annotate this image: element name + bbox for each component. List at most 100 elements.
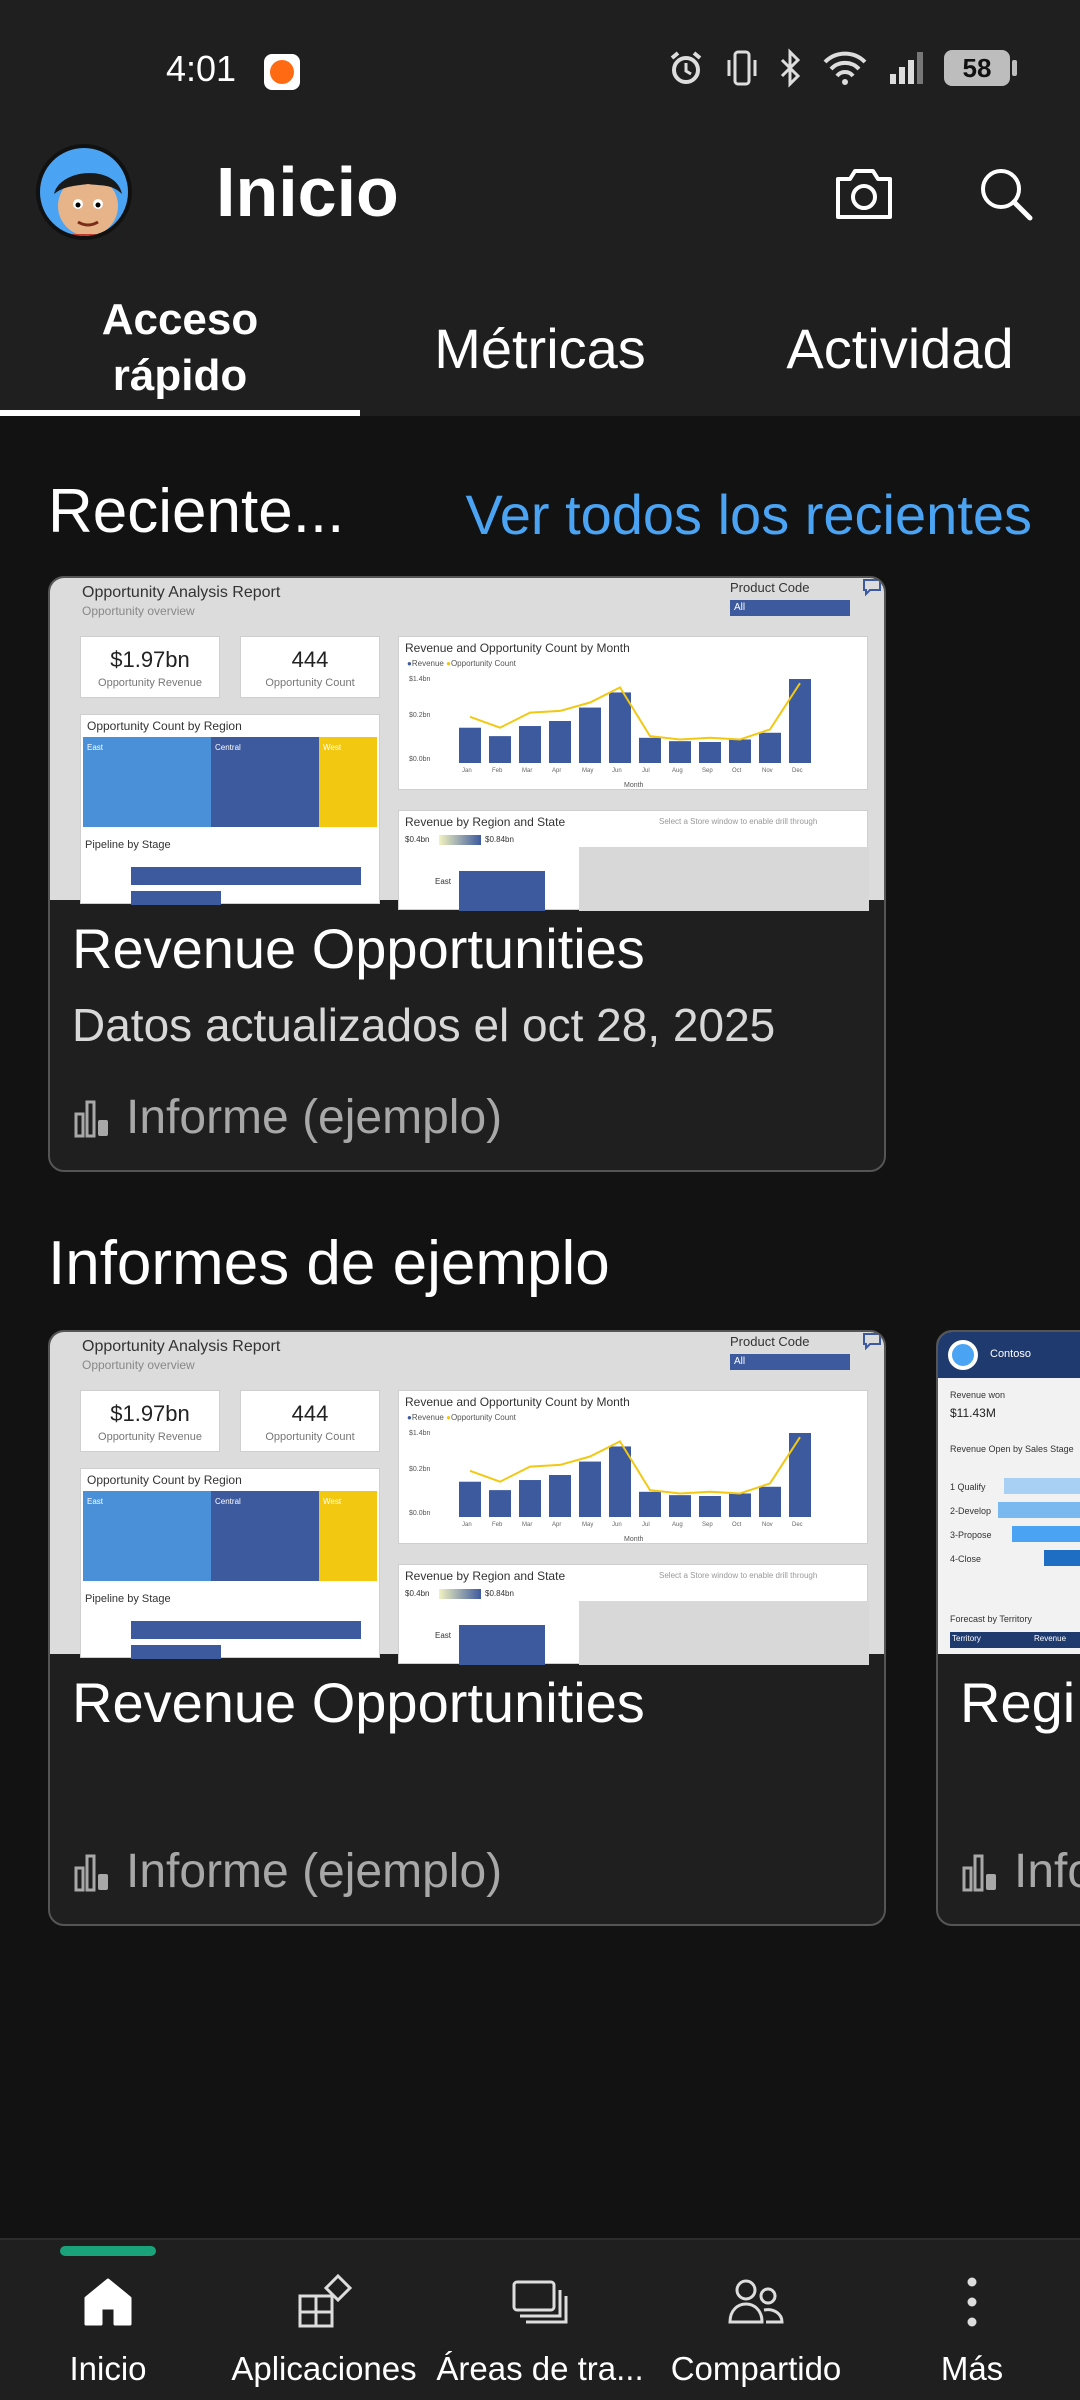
region-label: East <box>87 1497 104 1506</box>
col-header: Territory <box>952 1634 981 1643</box>
pipeline-bar <box>131 891 221 905</box>
month-chart: $1.4bn $0.2bn $0.0bn Jan Feb Mar Apr May Jun Jul A… <box>409 676 811 789</box>
month-bar <box>519 726 541 763</box>
revenue-won-value: $11.43M <box>950 1406 996 1420</box>
month-bar <box>459 1481 481 1517</box>
app-header: Inicio <box>0 140 1080 280</box>
state-bar <box>459 871 545 911</box>
sample-report-card[interactable]: Opportunity Analysis Report Opportunity … <box>48 1330 886 1926</box>
card-type: Info <box>960 1844 1080 1899</box>
notification-app-icon <box>264 54 300 90</box>
month-tick-label: Aug <box>672 768 683 774</box>
avatar-image <box>40 148 128 236</box>
stage-label: 4-Close <box>950 1554 982 1564</box>
workspaces-icon <box>512 2280 568 2324</box>
month-tick-label: Jan <box>462 1522 472 1528</box>
state-range: $0.84bn <box>485 1589 514 1598</box>
forecast-label: Forecast by Territory <box>950 1614 1032 1624</box>
region-block: Central <box>211 1491 319 1581</box>
map <box>579 847 869 911</box>
region-block: East <box>83 1491 211 1581</box>
card-type-label: Informe (ejemplo) <box>126 1091 503 1144</box>
month-tick-label: Jul <box>642 1522 650 1528</box>
thumb-product-code-label: Product Code <box>730 1334 810 1349</box>
sample-report-card-partial[interactable]: Contoso Revenue won $11.43M Revenue Open… <box>936 1330 1080 1926</box>
stage-bar <box>1044 1550 1080 1566</box>
search-button[interactable] <box>970 158 1042 230</box>
month-bar <box>579 707 601 763</box>
month-tick-label: Dec <box>792 768 803 774</box>
region-block: Central <box>211 737 319 827</box>
nav-home[interactable]: Inicio <box>0 2240 216 2400</box>
see-all-recents-link[interactable]: Ver todos los recientes <box>465 483 1032 546</box>
vibrate-icon <box>727 50 757 86</box>
recent-report-card[interactable]: Opportunity Analysis Report Opportunity … <box>48 576 886 1172</box>
brand: Contoso <box>990 1348 1031 1360</box>
report-icon <box>962 1854 996 1891</box>
nav-shared[interactable]: Compartido <box>648 2240 864 2400</box>
signal-icon <box>890 52 923 84</box>
legend-label: Revenue <box>411 1413 444 1422</box>
tab-quick-access[interactable]: Acceso rápido <box>0 280 360 416</box>
thumb-product-code-select: All <box>730 1354 850 1370</box>
bluetooth-icon <box>780 48 801 88</box>
panel-title: Pipeline by Stage <box>85 839 171 851</box>
thumb-region-panel: Opportunity Count by Region East Central… <box>80 714 380 905</box>
stage-label: 1 Qualify <box>950 1482 986 1492</box>
panel-title: Revenue by Region and State <box>405 815 566 829</box>
report-icon <box>74 1100 108 1137</box>
revenue-won-label: Revenue won <box>950 1390 1006 1400</box>
avatar[interactable] <box>36 144 132 240</box>
month-tick-label: Sep <box>702 768 713 774</box>
month-bar <box>579 1461 601 1517</box>
month-bar <box>639 1491 661 1517</box>
panel-legend: ●Revenue ●Opportunity Count <box>407 659 516 668</box>
state-range: $0.4bn <box>405 1589 430 1598</box>
month-tick-label: May <box>582 1522 593 1528</box>
page-title: Inicio <box>216 153 399 231</box>
month-tick-label: Feb <box>492 768 503 774</box>
month-tick-label: Nov <box>762 1522 773 1528</box>
bottom-navigation: Inicio Aplicaciones Áreas de tra... Comp… <box>0 2238 1080 2400</box>
month-bar <box>669 1495 691 1517</box>
nav-active-indicator <box>60 2246 156 2256</box>
month-tick-label: Mar <box>522 768 532 774</box>
wifi-icon <box>823 51 867 85</box>
kpi-label: Opportunity Revenue <box>98 1431 202 1443</box>
month-tick-label: Nov <box>762 768 773 774</box>
status-icons: 58 <box>666 46 1017 90</box>
nav-workspaces[interactable]: Áreas de tra... <box>432 2240 648 2400</box>
tab-metrics[interactable]: Métricas <box>434 316 646 380</box>
month-tick-label: Jun <box>612 768 622 774</box>
stage-bar <box>998 1502 1080 1518</box>
month-bar <box>699 1496 721 1517</box>
y-tick-label: $0.0bn <box>409 1510 431 1517</box>
month-tick-label: Oct <box>732 768 742 774</box>
panel-legend: ●Revenue ●Opportunity Count <box>407 1413 516 1422</box>
pipeline-bar <box>131 1645 221 1659</box>
month-tick-label: May <box>582 768 593 774</box>
nav-apps[interactable]: Aplicaciones <box>216 2240 432 2400</box>
stage-bar <box>1004 1478 1080 1494</box>
y-tick-label: $1.4bn <box>409 1430 431 1437</box>
nav-more[interactable]: Más <box>864 2240 1080 2400</box>
contoso-logo-icon <box>948 1340 978 1370</box>
thumb-kpi: 444 Opportunity Count <box>240 636 380 698</box>
camera-button[interactable] <box>828 158 900 230</box>
status-time: 4:01 <box>166 48 237 89</box>
card-subtitle: Datos actualizados el oct 28, 2025 <box>72 999 776 1051</box>
nav-label: Aplicaciones <box>231 2350 417 2387</box>
y-tick-label: $1.4bn <box>409 676 431 683</box>
comment-icon <box>863 1333 881 1350</box>
month-bar <box>549 721 571 763</box>
legend-label: Revenue <box>411 659 444 668</box>
state-bar <box>459 1625 545 1665</box>
thumb-kpi: $1.97bn Opportunity Revenue <box>80 636 220 698</box>
col-header: Revenue <box>1034 1634 1067 1643</box>
tab-activity[interactable]: Actividad <box>786 316 1014 380</box>
region-label: Central <box>215 1497 241 1506</box>
month-bar <box>759 1486 781 1517</box>
x-axis-label: Month <box>624 782 644 789</box>
thumb-product-code-label: Product Code <box>730 580 810 595</box>
thumb-month-panel: Revenue and Opportunity Count by Month ●… <box>398 636 868 790</box>
